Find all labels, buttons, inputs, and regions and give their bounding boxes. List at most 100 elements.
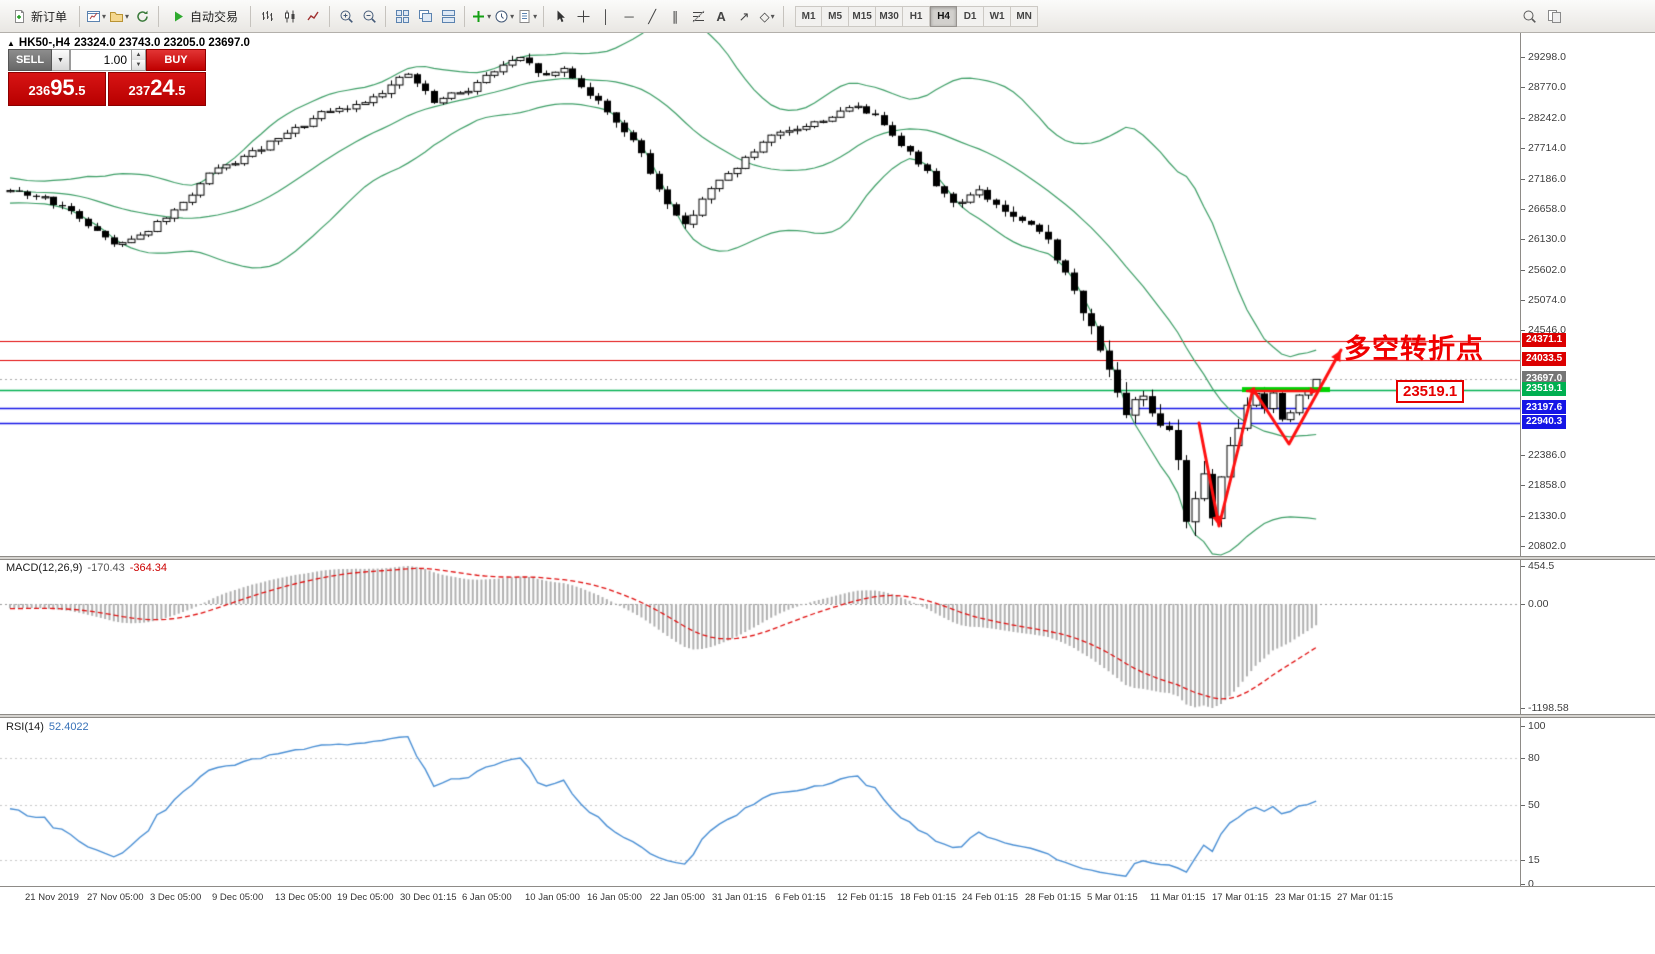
time-axis-label: 17 Mar 01:15 [1212,892,1268,903]
price-line-label: 22940.3 [1522,414,1567,429]
price-axis-label: 21330.0 [1521,509,1566,522]
cascade-windows-button[interactable] [414,4,436,29]
zoom-out-icon [362,9,377,24]
price-line-label: 24033.5 [1522,351,1567,366]
tf-button-D1[interactable]: D1 [957,5,985,27]
bar-chart-icon [260,9,275,24]
arrange-windows-button[interactable] [437,4,459,29]
rsi-axis-label: 50 [1521,799,1540,811]
new-order-icon [12,9,27,24]
sell-price-button[interactable]: 236 95.5 [8,72,106,106]
trendline-tool-button[interactable]: ╱ [641,4,663,29]
chart-symbol-header: ▲ HK50-,H4 23324.0 23743.0 23205.0 23697… [7,37,250,49]
profiles-icon [109,9,124,24]
cursor-icon [553,9,568,24]
crosshair-tool-button[interactable] [572,4,594,29]
price-axis-label: 27186.0 [1521,172,1566,185]
chevron-down-icon: ▾ [125,11,130,21]
autotrade-button[interactable]: 自动交易 [164,4,245,29]
zoom-in-button[interactable] [335,4,357,29]
tf-button-H1[interactable]: H1 [903,5,931,27]
time-axis-label: 24 Feb 01:15 [962,892,1018,903]
price-tag-annotation[interactable]: 23519.1 [1396,380,1465,403]
buy-price-button[interactable]: 237 24.5 [108,72,206,106]
new-chart-button[interactable]: ▾ [85,4,107,29]
time-axis-label: 23 Mar 01:15 [1275,892,1331,903]
data-window-button[interactable] [1543,4,1565,29]
search-button[interactable] [1518,4,1540,29]
time-axis-label: 27 Nov 05:00 [87,892,144,903]
hline-tool-button[interactable]: ─ [618,4,640,29]
panel-divider[interactable] [0,714,1655,718]
volume-up-button[interactable]: ▲ [132,50,145,60]
toolbar-separator [250,5,252,27]
tf-button-M1[interactable]: M1 [795,5,823,27]
chart-bars-button[interactable] [256,4,278,29]
tf-button-MN[interactable]: MN [1011,5,1039,27]
arrange-windows-icon [441,9,456,24]
zoom-out-button[interactable] [358,4,380,29]
price-axis-label: 29298.0 [1521,51,1566,63]
autotrade-label: 自动交易 [190,9,239,24]
profiles-button[interactable]: ▾ [108,4,130,29]
main-chart-canvas[interactable] [0,33,1520,556]
symbol-marker-icon: ▲ [7,38,15,48]
price-axis-label: 28242.0 [1521,111,1566,124]
fibonacci-icon [691,9,706,24]
cascade-windows-icon [418,9,433,24]
turning-point-annotation[interactable]: 多空转折点 [1344,334,1484,364]
time-axis-label: 31 Jan 01:15 [712,892,767,903]
shapes-tool-button[interactable]: ◇ ▾ [756,4,778,29]
refresh-button[interactable] [131,4,153,29]
tf-button-W1[interactable]: W1 [984,5,1012,27]
tf-button-M30[interactable]: M30 [876,5,904,27]
text-icon: A [716,8,726,24]
chart-candles-button[interactable] [279,4,301,29]
indicators-plus-icon [471,9,486,24]
time-axis-label: 9 Dec 05:00 [212,892,264,903]
tf-button-M5[interactable]: M5 [822,5,850,27]
buy-price-frac: .5 [174,83,186,98]
price-axis-label: 21858.0 [1521,479,1566,492]
macd-indicator-canvas[interactable] [0,560,1520,714]
toolbar-right-group [1518,4,1565,29]
volume-input[interactable] [70,49,132,71]
price-line-label: 23519.1 [1522,381,1567,396]
time-axis[interactable]: 21 Nov 2019 27 Nov 05:00 3 Dec 05:00 9 Dec … [0,886,1655,954]
panel-divider[interactable] [0,556,1655,560]
price-axis-label: 25074.0 [1521,294,1566,307]
tile-windows-button[interactable] [391,4,413,29]
toolbar-separator [783,5,785,27]
indicators-button[interactable]: ▾ [470,4,492,29]
time-axis-label: 6 Feb 01:15 [775,892,826,903]
text-tool-button[interactable]: A [710,4,732,29]
arrow-tool-button[interactable]: ↗ [733,4,755,29]
rsi-axis-label: 0 [1521,878,1534,890]
horizontal-line-icon: ─ [624,8,634,24]
periods-button[interactable]: ▾ [493,4,515,29]
chevron-down-icon: ▾ [533,11,538,21]
toolbar-separator [464,5,466,27]
volume-down-button[interactable]: ▼ [132,60,145,70]
ohlc-values: 23324.0 23743.0 23205.0 23697.0 [74,37,250,49]
templates-button[interactable]: ▾ [516,4,538,29]
chevron-down-icon: ▾ [102,11,107,21]
search-icon [1522,9,1537,24]
new-order-button[interactable]: 新订单 [5,4,74,29]
tf-button-M15[interactable]: M15 [849,5,877,27]
tf-button-H4[interactable]: H4 [930,5,958,27]
shapes-icon: ◇ [759,8,770,24]
new-order-label: 新订单 [31,9,68,24]
rsi-indicator-canvas[interactable] [0,718,1520,886]
price-axis[interactable]: 29298.0 28770.0 28242.0 27714.0 27186.0 26658… [1520,33,1655,890]
fibonacci-tool-button[interactable] [687,4,709,29]
vline-tool-button[interactable]: │ [595,4,617,29]
cursor-tool-button[interactable] [549,4,571,29]
volume-dropdown-button[interactable]: ▼ [52,49,70,71]
time-axis-label: 19 Dec 05:00 [337,892,394,903]
chart-line-button[interactable] [302,4,324,29]
sell-button[interactable]: SELL [8,49,52,71]
channel-tool-button[interactable]: ∥ [664,4,686,29]
line-chart-icon [306,9,321,24]
buy-button[interactable]: BUY [146,49,206,71]
